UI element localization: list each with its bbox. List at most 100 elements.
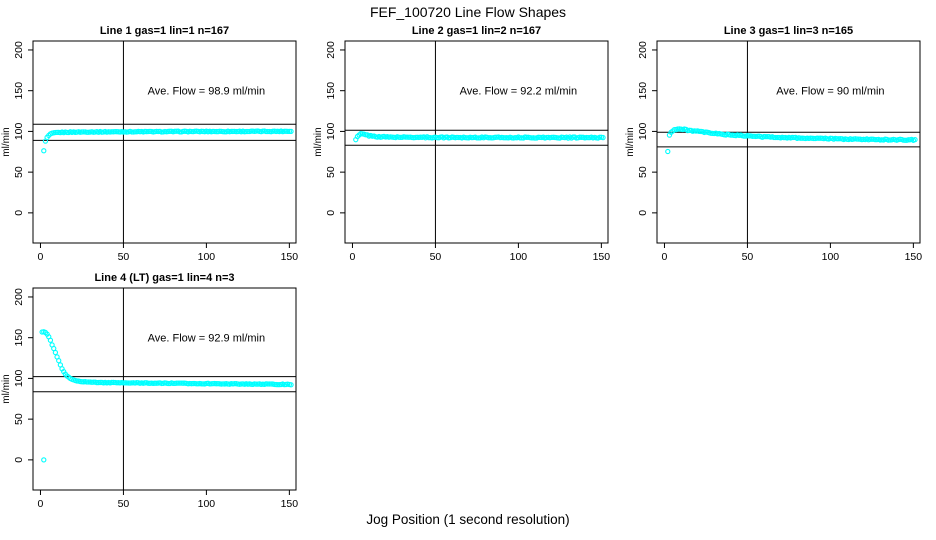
- data-point: [789, 134, 795, 141]
- y-tick-label: 200: [325, 41, 337, 59]
- data-point: [600, 134, 606, 141]
- x-tick-label: 0: [38, 251, 44, 263]
- data-point: [132, 129, 138, 135]
- subplot-1: Line 1 gas=1 lin=1 n=167 0 50 100 150 0 50 100 1…: [1, 25, 298, 263]
- y-tick-label: 100: [325, 122, 337, 140]
- y-tick-label: 200: [13, 41, 25, 59]
- x-tick-label: 50: [118, 498, 130, 510]
- data-points: [665, 126, 918, 155]
- data-point: [84, 129, 90, 135]
- data-point: [41, 148, 47, 154]
- y-tick-label: 150: [637, 82, 649, 100]
- data-point: [193, 381, 200, 387]
- x-tick-label: 100: [510, 251, 528, 263]
- y-tick-label: 0: [13, 210, 25, 216]
- data-point: [286, 128, 293, 135]
- x-tick-label: 50: [430, 251, 442, 263]
- subplots-group: Line 1 gas=1 lin=1 n=167 0 50 100 150 0 50 100 1…: [1, 25, 922, 510]
- data-point: [97, 379, 103, 386]
- y-tick-label: 50: [637, 166, 649, 178]
- outlier-point: [41, 457, 47, 463]
- x-tick-label: 0: [662, 251, 668, 263]
- y-axis-label: ml/min: [313, 127, 324, 156]
- data-point: [728, 132, 734, 138]
- data-point: [263, 128, 269, 135]
- data-point: [912, 136, 918, 143]
- plot-box: [32, 287, 297, 491]
- data-points: [39, 329, 294, 463]
- y-tick-label: 100: [637, 122, 649, 140]
- x-tick-label: 150: [281, 498, 299, 510]
- ave-flow-annotation: Ave. Flow = 90 ml/min: [776, 86, 884, 98]
- y-tick-label: 200: [637, 41, 649, 59]
- data-point: [772, 134, 779, 141]
- data-point: [570, 134, 576, 140]
- x-tick-label: 50: [118, 251, 130, 263]
- subplot-title: Line 1 gas=1 lin=1 n=167: [100, 25, 229, 37]
- y-tick-label: 50: [325, 166, 337, 178]
- data-point: [741, 133, 747, 139]
- data-point: [275, 381, 281, 388]
- x-tick-label: 50: [742, 251, 754, 263]
- x-tick-label: 100: [198, 251, 216, 263]
- y-tick-label: 200: [13, 288, 25, 306]
- y-tick-label: 100: [13, 122, 25, 140]
- data-point: [764, 133, 770, 140]
- x-tick-label: 150: [905, 251, 923, 263]
- y-tick-label: 100: [13, 369, 25, 387]
- x-tick-label: 0: [350, 251, 356, 263]
- y-axis-label: ml/min: [625, 127, 636, 156]
- data-point: [221, 129, 228, 135]
- ave-flow-annotation: Ave. Flow = 92.2 ml/min: [460, 86, 577, 98]
- data-points: [41, 128, 294, 154]
- data-point: [177, 380, 183, 386]
- data-point: [54, 129, 60, 136]
- data-point: [177, 129, 183, 135]
- data-point: [172, 128, 178, 134]
- data-point: [265, 381, 271, 387]
- data-points: [353, 130, 606, 143]
- data-point: [474, 135, 480, 141]
- data-point: [109, 379, 115, 386]
- ave-flow-annotation: Ave. Flow = 98.9 ml/min: [148, 86, 265, 98]
- data-point: [230, 128, 236, 135]
- data-point: [165, 380, 171, 387]
- subplot-2: Line 2 gas=1 lin=2 n=167 0 50 100 150 0 50 100 1…: [313, 25, 610, 263]
- data-point: [248, 128, 254, 134]
- y-axis-label: ml/min: [1, 127, 12, 156]
- data-point: [665, 148, 671, 155]
- data-point: [243, 128, 249, 135]
- x-tick-label: 100: [822, 251, 840, 263]
- y-tick-label: 50: [13, 166, 25, 178]
- ave-flow-annotation: Ave. Flow = 92.9 ml/min: [148, 333, 265, 345]
- data-point: [869, 136, 875, 142]
- y-axis-label: ml/min: [1, 374, 12, 403]
- x-axis-global-label: Jog Position (1 second resolution): [366, 512, 569, 527]
- data-point: [872, 136, 878, 143]
- y-tick-label: 0: [13, 457, 25, 463]
- subplot-4: Line 4 (LT) gas=1 lin=4 n=3 0 50 100 150 0 50 1…: [1, 272, 298, 510]
- data-point: [213, 128, 220, 135]
- subplot-title: Line 3 gas=1 lin=3 n=165: [724, 25, 853, 37]
- data-point: [749, 133, 756, 139]
- data-point: [288, 128, 294, 135]
- data-point: [797, 135, 804, 141]
- data-point: [167, 128, 173, 134]
- data-point: [774, 134, 780, 141]
- plot-box: [344, 40, 609, 244]
- subplot-title: Line 2 gas=1 lin=2 n=167: [412, 25, 541, 37]
- x-tick-label: 100: [198, 498, 216, 510]
- data-point: [47, 337, 54, 343]
- y-tick-label: 50: [13, 413, 25, 425]
- y-tick-label: 0: [325, 210, 337, 216]
- plot-box: [32, 40, 297, 244]
- data-point: [834, 136, 840, 142]
- subplot-3: Line 3 gas=1 lin=3 n=165 0 50 100 150 0 50 100 1…: [625, 25, 922, 263]
- data-point: [529, 135, 535, 141]
- data-point: [84, 379, 90, 385]
- x-tick-label: 0: [38, 498, 44, 510]
- y-tick-label: 150: [13, 82, 25, 100]
- data-point: [253, 381, 259, 387]
- y-tick-label: 0: [637, 210, 649, 216]
